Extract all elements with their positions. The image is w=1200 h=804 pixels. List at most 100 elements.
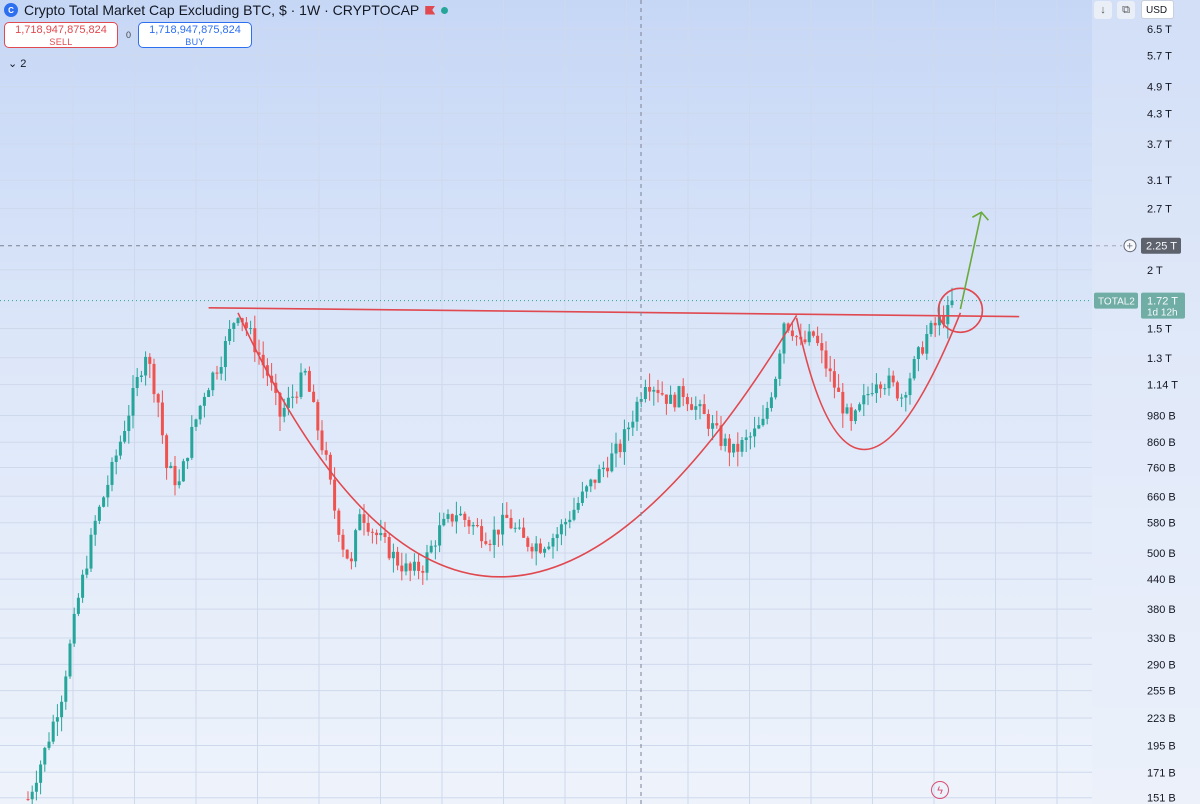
candle-body [257,352,261,355]
y-tick-label: 660 B [1147,491,1176,503]
candle-body [652,389,656,392]
candle-body [942,315,946,325]
candle-body [450,514,454,522]
plus-circle-icon [1123,239,1137,253]
candle-body [278,392,282,417]
candle-body [375,532,379,536]
candle-body [55,717,59,722]
candle-body [156,394,160,403]
candle-body [706,414,710,429]
candle-body [757,425,761,429]
candle-body [412,561,416,571]
candle-body [677,386,681,408]
candle-body [442,518,446,526]
candle-body [879,384,883,389]
candle-body [698,404,702,407]
candle-body [446,514,450,519]
candle-body [295,396,299,398]
candle-body [186,457,190,462]
arrow-down-icon[interactable]: ↓ [1094,1,1112,19]
buy-button[interactable]: 1,718,947,875,824 BUY [138,22,252,48]
candle-body [551,538,555,547]
sell-button[interactable]: 1,718,947,875,824 SELL [4,22,118,48]
candle-body [232,323,236,329]
candle-body [139,375,143,377]
candle-body [383,532,387,537]
candle-body [387,536,391,559]
candle-body [459,513,463,516]
candle-body [685,397,689,405]
candle-body [526,537,530,547]
candle-body [702,404,706,415]
candle-body [614,443,618,454]
plus-glyph: + [1127,241,1133,253]
candle-body [85,568,89,575]
candle-body [34,782,38,792]
symbol-tag-label: TOTAL2 [1098,297,1135,308]
candle-body [778,353,782,379]
countdown-label: 1d 12h [1147,308,1178,319]
buy-label: BUY [185,37,205,47]
candle-body [404,563,408,572]
candle-body [832,371,836,388]
candle-body [89,534,93,569]
candle-body [320,430,324,451]
candle-body [354,530,358,562]
candle-body [862,395,866,405]
crosshair-price-box [1141,237,1181,254]
candle-body [463,513,467,521]
candle-body [845,407,849,414]
handle-curve [795,312,962,451]
target-arrow [959,212,983,310]
candle-body [673,394,677,408]
y-tick-label: 440 B [1147,574,1176,586]
candle-body [669,394,673,404]
candle-body [782,323,786,354]
flag-icon[interactable] [425,5,436,15]
candle-body [736,443,740,452]
indicators-toggle[interactable]: ⌄ 2 [8,57,26,70]
y-tick-label: 1.5 T [1147,324,1172,336]
candle-body [102,497,106,507]
candle-body [110,461,114,485]
candle-body [312,391,316,403]
candle-body [370,531,374,533]
chart-title[interactable]: Crypto Total Market Cap Excluding BTC, $… [24,2,420,18]
candle-body [135,376,139,389]
candle-body [648,386,652,392]
sell-label: SELL [49,37,73,47]
candle-body [43,747,47,765]
candle-body [261,354,265,366]
flash-icon[interactable]: ϟ [931,781,949,799]
candle-body [118,441,122,456]
candle-body [866,394,870,396]
candle-body [711,423,715,429]
candle-body [559,524,563,535]
price-axis-background [1092,0,1200,804]
candle-body [664,394,668,404]
y-tick-label: 6.5 T [1147,24,1172,36]
camera-icon[interactable]: ⧉ [1117,1,1135,19]
currency-select[interactable]: USD [1141,0,1174,19]
candle-body [593,479,597,483]
candle-body [631,421,635,428]
candle-body [198,405,202,420]
candle-body [286,397,290,408]
candle-body [127,415,131,431]
candle-body [496,529,500,535]
candle-body [333,479,337,511]
candle-body [223,341,227,368]
y-tick-label: 1.3 T [1147,353,1172,365]
candle-body [858,404,862,411]
y-tick-label: 330 B [1147,633,1176,645]
candle-body [916,347,920,360]
candle-body [64,676,68,702]
candle-body [513,527,517,529]
candle-body [853,410,857,422]
candle-body [207,390,211,397]
candle-body [228,328,232,342]
candle-body [173,465,177,486]
candle-body [622,429,626,453]
y-tick-label: 4.3 T [1147,108,1172,120]
